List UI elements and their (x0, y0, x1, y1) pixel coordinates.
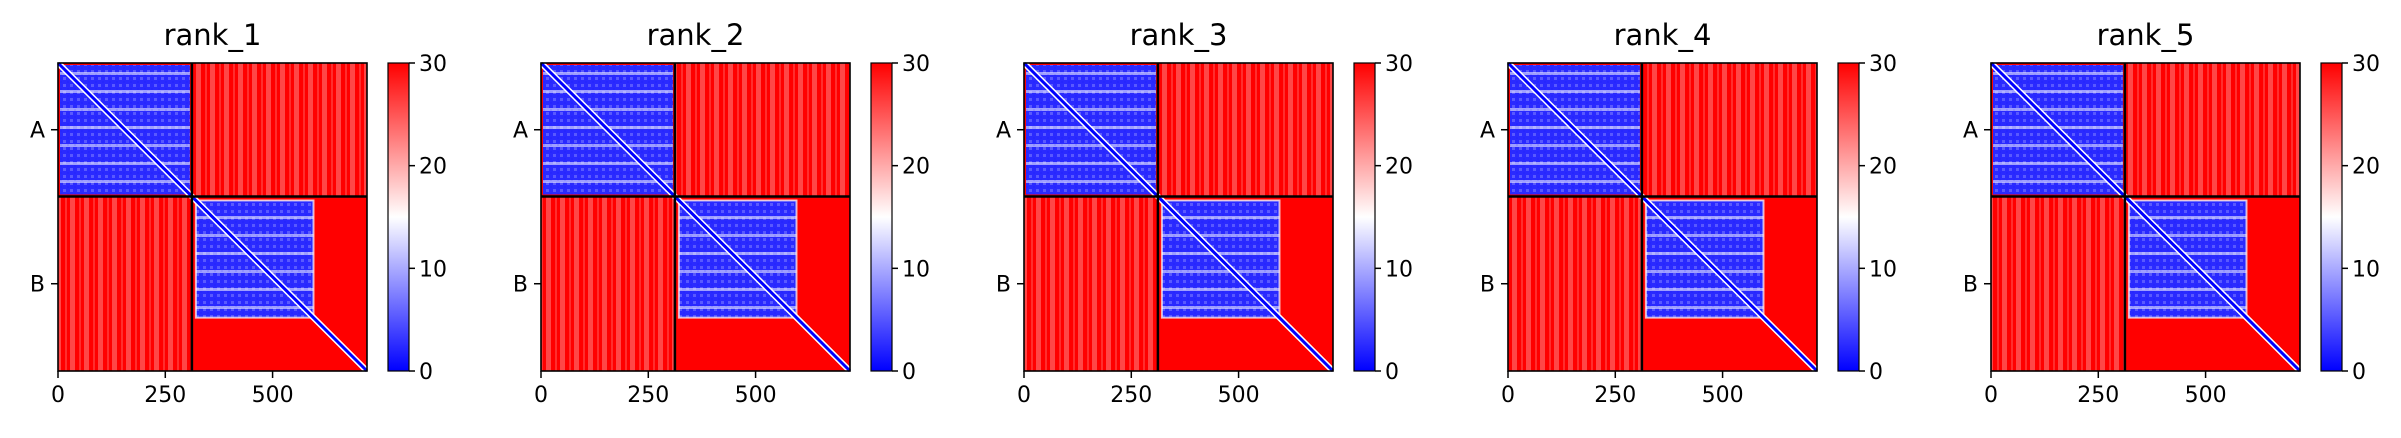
colorbar-tick-label: 20 (1385, 155, 1413, 180)
colorbar-tick-label: 20 (419, 155, 447, 180)
colorbar-tick-label: 30 (2352, 52, 2380, 77)
plot-frame (1507, 62, 1818, 372)
colorbar-tick-label: 30 (902, 52, 930, 77)
diagonal-line (1989, 61, 2302, 373)
colorbar-tick-label: 20 (2352, 155, 2380, 180)
x-tick-label: 0 (1501, 383, 1515, 408)
panel-title: rank_5 (2097, 18, 2195, 52)
colorbar (1838, 63, 1859, 371)
x-tick-label: 0 (1984, 383, 1998, 408)
offdiag-block-BA (58, 196, 192, 371)
offdiag-block-BA (1024, 196, 1158, 371)
colorbar-tick-label: 10 (2352, 257, 2380, 282)
colorbar-tick-label: 20 (902, 155, 930, 180)
x-tick-label: 0 (1017, 383, 1031, 408)
panel-4: rank_4 0 250 500 A B 0 10 20 30 (1480, 18, 1897, 408)
block-chain-B-edge (194, 199, 315, 319)
x-tick-label: 0 (534, 383, 548, 408)
y-tick-label: A (1480, 119, 1495, 144)
x-tick-label: 250 (2077, 383, 2119, 408)
x-tick-label: 250 (1594, 383, 1636, 408)
colorbar (388, 63, 409, 371)
x-tick-label: 250 (144, 383, 186, 408)
diagonal-line (539, 61, 852, 373)
colorbar-tick-label: 0 (1385, 360, 1399, 385)
panel-title: rank_1 (164, 18, 262, 52)
y-tick-label: A (30, 119, 45, 144)
colorbar (1354, 63, 1375, 371)
y-tick-label: B (1963, 273, 1978, 298)
offdiag-block-AB (1157, 63, 1333, 197)
y-tick-label: B (996, 273, 1011, 298)
block-chain-B-edge (2127, 199, 2248, 319)
colorbar-tick-label: 30 (419, 52, 447, 77)
colorbar-tick-label: 10 (1869, 257, 1897, 282)
panel-5: rank_5 0 250 500 A B 0 10 20 30 (1963, 18, 2380, 408)
diagonal-line (1506, 61, 1819, 373)
panel-title: rank_4 (1614, 18, 1712, 52)
colorbar (2321, 63, 2342, 371)
x-tick-label: 500 (1702, 383, 1744, 408)
y-tick-label: A (996, 119, 1011, 144)
colorbar-tick-label: 0 (1869, 360, 1883, 385)
offdiag-block-BA (1508, 196, 1642, 371)
offdiag-block-AB (1641, 63, 1817, 197)
colorbar-tick-label: 20 (1869, 155, 1897, 180)
colorbar-tick-label: 10 (902, 257, 930, 282)
panel-3: rank_3 0 250 500 A B 0 10 20 30 (996, 18, 1413, 408)
offdiag-block-BA (541, 196, 675, 371)
x-tick-label: 500 (735, 383, 777, 408)
plot-frame (540, 62, 851, 372)
x-tick-label: 500 (2185, 383, 2227, 408)
colorbar-tick-label: 0 (2352, 360, 2366, 385)
colorbar-tick-label: 10 (1385, 257, 1413, 282)
colorbar-tick-label: 30 (1869, 52, 1897, 77)
plot-frame (57, 62, 368, 372)
colorbar-frame (870, 62, 893, 372)
colorbar-tick-label: 10 (419, 257, 447, 282)
offdiag-block-BA (1991, 196, 2125, 371)
x-tick-label: 250 (627, 383, 669, 408)
y-tick-label: A (1963, 119, 1978, 144)
panel-title: rank_2 (647, 18, 745, 52)
colorbar-frame (2320, 62, 2343, 372)
offdiag-block-AB (674, 63, 850, 197)
x-tick-label: 0 (51, 383, 65, 408)
diagonal-line (56, 61, 369, 373)
diagonal-line (1022, 61, 1335, 373)
colorbar-frame (1353, 62, 1376, 372)
block-chain-B-edge (677, 199, 798, 319)
y-tick-label: B (513, 273, 528, 298)
block-chain-B-edge (1644, 199, 1765, 319)
x-tick-label: 500 (1218, 383, 1260, 408)
colorbar-frame (387, 62, 410, 372)
plot-frame (1990, 62, 2301, 372)
offdiag-block-AB (191, 63, 367, 197)
plot-frame (1023, 62, 1334, 372)
panel-1: rank_1 0 250 500 A B 0 10 20 30 (30, 18, 447, 408)
block-chain-B-edge (1160, 199, 1281, 319)
colorbar-frame (1837, 62, 1860, 372)
y-tick-label: B (30, 273, 45, 298)
panel-title: rank_3 (1130, 18, 1228, 52)
offdiag-block-AB (2124, 63, 2300, 197)
colorbar-tick-label: 0 (419, 360, 433, 385)
colorbar-tick-label: 0 (902, 360, 916, 385)
panel-2: rank_2 0 250 500 A B 0 10 20 30 (513, 18, 930, 408)
colorbar (871, 63, 892, 371)
x-tick-label: 250 (1110, 383, 1152, 408)
panels-container: rank_1 0 250 500 A B 0 10 20 30 rank_2 0 250 500 A B 0 10… (30, 18, 2380, 408)
colorbar-tick-label: 30 (1385, 52, 1413, 77)
y-tick-label: A (513, 119, 528, 144)
x-tick-label: 500 (252, 383, 294, 408)
y-tick-label: B (1480, 273, 1495, 298)
